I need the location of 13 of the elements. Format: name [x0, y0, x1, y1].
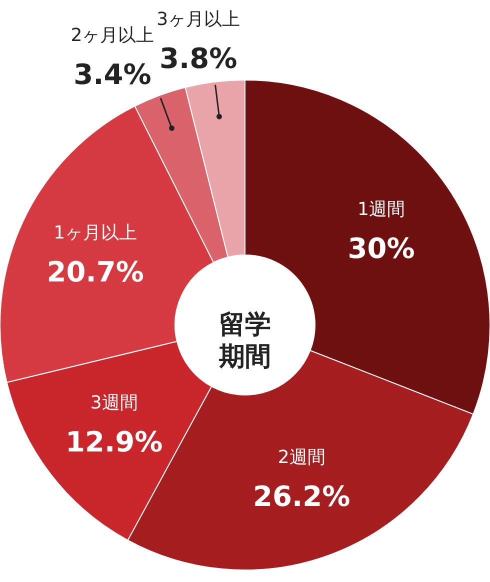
data-label: 30%	[348, 232, 415, 265]
data-label: 3.8%	[160, 42, 238, 76]
data-label: 12.9%	[66, 425, 163, 458]
data-label: 3.4%	[74, 58, 152, 91]
data-label: 20.7%	[46, 256, 144, 289]
slice-label: 1ヶ月以上	[54, 222, 138, 244]
slice-label: 3ヶ月以上	[156, 9, 240, 30]
slice-label: 2ヶ月以上	[70, 24, 154, 46]
slice-label: 2週間	[278, 447, 326, 468]
slice-label: 3週間	[90, 392, 138, 414]
text: 留学期間	[218, 310, 271, 372]
data-label: 26.2%	[252, 480, 350, 514]
slice-label: 1週間	[358, 198, 405, 220]
